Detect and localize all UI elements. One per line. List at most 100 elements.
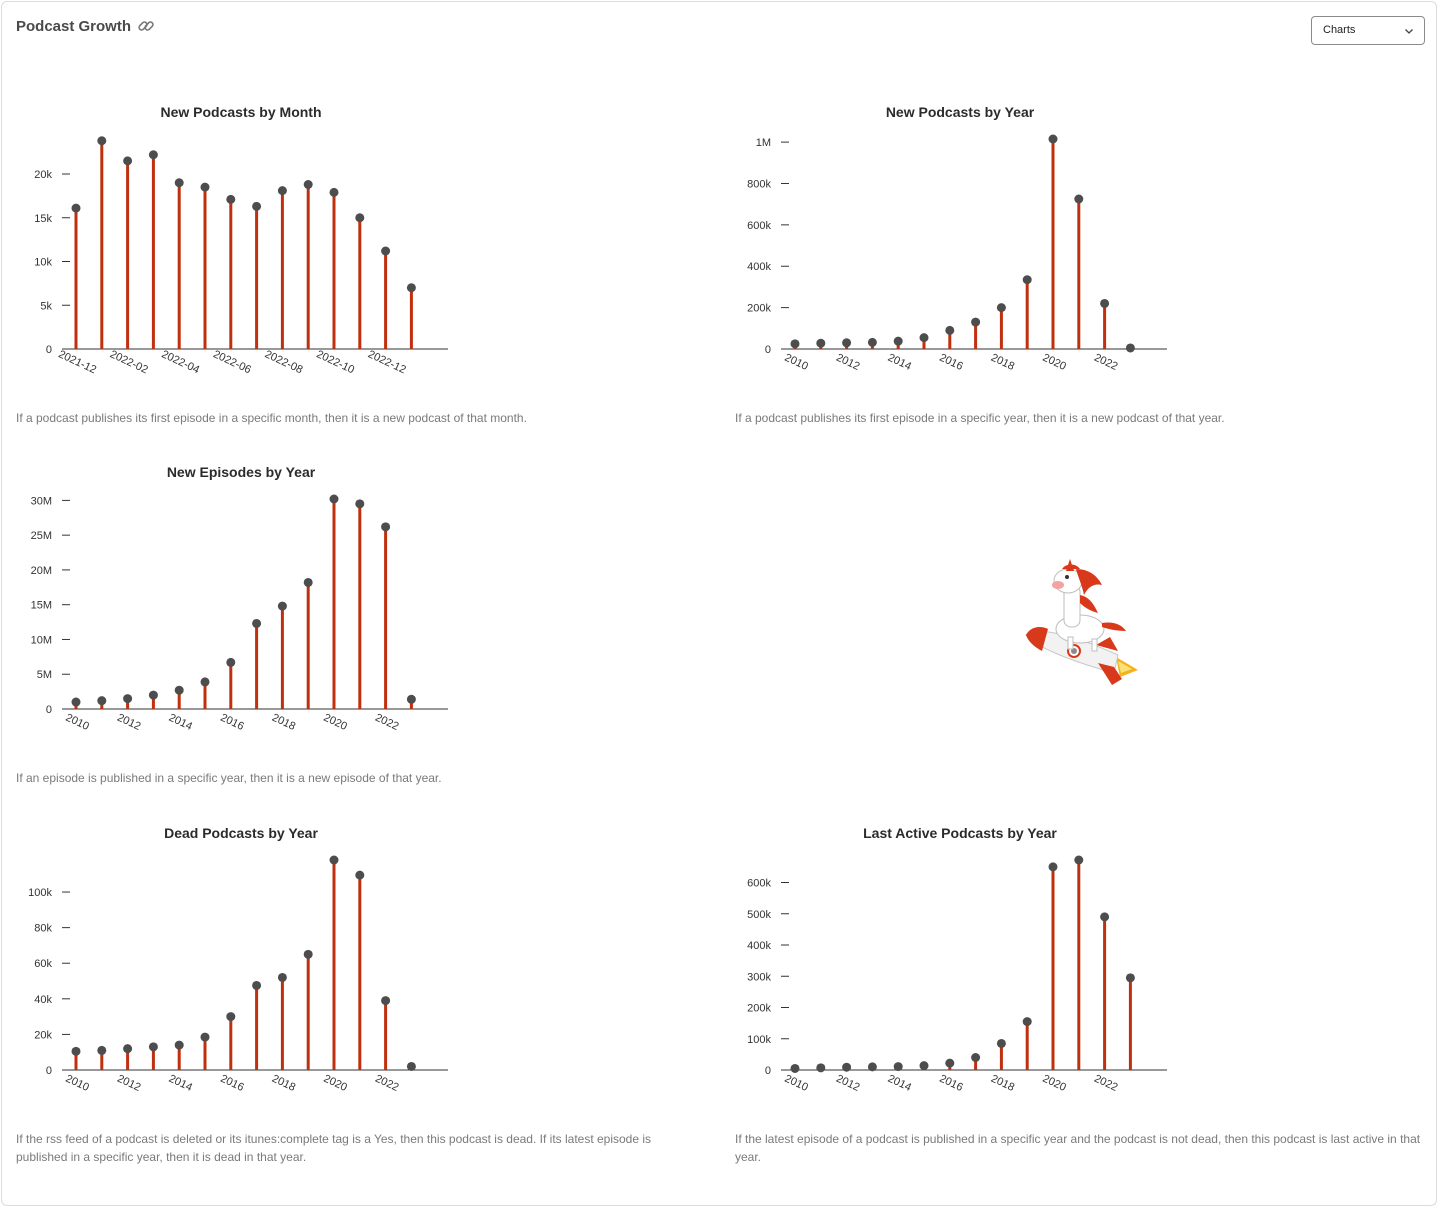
y-tick-label: 5M: [37, 669, 52, 681]
data-point: [123, 694, 133, 704]
x-tick-label: 2022: [373, 712, 400, 733]
y-tick-label: 100k: [28, 887, 52, 899]
data-point: [252, 618, 262, 628]
data-point: [303, 180, 313, 189]
y-tick-label: 300k: [747, 971, 771, 983]
chart-description-last-active-podcasts-year: If the latest episode of a podcast is pu…: [735, 1132, 1421, 1164]
data-point: [406, 283, 416, 293]
link-icon[interactable]: [137, 17, 155, 35]
data-point: [355, 213, 365, 223]
data-point: [893, 1062, 903, 1072]
data-point: [200, 182, 210, 192]
data-point: [1100, 912, 1110, 922]
x-tick-label: 2010: [64, 712, 91, 733]
data-point: [97, 696, 107, 706]
x-tick-label: 2022-06: [211, 348, 253, 376]
data-point: [226, 657, 236, 667]
data-point: [329, 855, 339, 865]
y-tick-label: 15M: [31, 600, 52, 612]
y-tick-label: 0: [46, 344, 52, 356]
x-tick-label: 2016: [937, 352, 964, 373]
chart-title-new-episodes-year: New Episodes by Year: [166, 464, 316, 480]
x-tick-label: 2018: [270, 1073, 297, 1094]
data-point: [842, 1062, 852, 1072]
chart-description-dead-podcasts-year: If the rss feed of a podcast is deleted …: [16, 1132, 652, 1164]
data-point: [355, 870, 365, 880]
data-point: [303, 577, 313, 587]
data-point: [1125, 973, 1135, 983]
x-tick-label: 2020: [1041, 352, 1068, 373]
x-tick-label: 2022-08: [263, 348, 305, 376]
x-tick-label: 2018: [989, 1073, 1016, 1094]
x-tick-label: 2022: [1092, 1073, 1119, 1094]
data-point: [123, 156, 133, 166]
chart-title-new-podcasts-month: New Podcasts by Month: [160, 104, 322, 120]
data-point: [174, 178, 184, 188]
x-tick-label: 2010: [64, 1073, 91, 1094]
data-point: [148, 150, 158, 160]
x-tick-label: 2022-02: [108, 348, 150, 376]
chart-dead-podcasts-by-year: 0 20k 40k 60k 80k 100k 2010 2012 2014 2016 2018 202…: [28, 855, 448, 1094]
data-point: [971, 317, 981, 327]
y-tick-label: 0: [46, 704, 52, 716]
chevron-down-icon: [1405, 29, 1413, 34]
data-point: [174, 685, 184, 695]
data-point: [277, 186, 287, 196]
y-tick-label: 200k: [747, 1003, 771, 1015]
data-point: [329, 494, 339, 504]
chart-last-active-podcasts-by-year: 0 100k 200k 300k 400k 500k 600k 2010 2012 2014 201…: [747, 855, 1167, 1094]
x-tick-label: 2022-12: [366, 348, 408, 376]
data-point: [381, 246, 391, 256]
x-tick-label: 2016: [218, 712, 245, 733]
chart-description-new-podcasts-month: If a podcast publishes its first episode…: [16, 411, 527, 425]
y-tick-label: 400k: [747, 261, 771, 273]
y-tick-label: 0: [46, 1065, 52, 1077]
data-point: [867, 337, 877, 347]
chart-title-last-active-podcasts-year: Last Active Podcasts by Year: [863, 825, 1057, 841]
page-title-text: Podcast Growth: [16, 17, 132, 35]
data-point: [406, 694, 416, 704]
y-tick-label: 500k: [747, 909, 771, 921]
view-select[interactable]: Charts: [1311, 16, 1425, 45]
data-point: [1022, 1017, 1032, 1027]
data-point: [996, 303, 1006, 313]
y-tick-label: 0: [765, 1065, 771, 1077]
y-tick-label: 15k: [34, 213, 52, 225]
data-point: [1125, 343, 1135, 353]
x-tick-label: 2022: [1092, 352, 1119, 373]
data-point: [71, 203, 81, 213]
data-point: [1022, 275, 1032, 285]
data-point: [1048, 862, 1058, 872]
data-point: [790, 1063, 800, 1073]
y-tick-label: 1M: [756, 137, 771, 149]
x-tick-label: 2018: [270, 712, 297, 733]
y-tick-label: 20k: [34, 1029, 52, 1041]
y-tick-label: 60k: [34, 958, 52, 970]
data-point: [97, 1045, 107, 1055]
chart-description-new-podcasts-year: If a podcast publishes its first episode…: [735, 411, 1225, 425]
data-point: [945, 1058, 955, 1068]
llama-rocket-mascot-image: [1025, 559, 1138, 685]
data-point: [329, 187, 339, 197]
data-point: [226, 1012, 236, 1022]
y-tick-label: 600k: [747, 220, 771, 232]
y-tick-label: 200k: [747, 303, 771, 315]
x-tick-label: 2014: [167, 712, 194, 733]
y-tick-label: 600k: [747, 878, 771, 890]
data-point: [996, 1038, 1006, 1048]
x-tick-label: 2022-10: [314, 348, 356, 376]
chart-description-new-episodes-year: If an episode is published in a specific…: [16, 771, 442, 785]
y-tick-label: 40k: [34, 994, 52, 1006]
data-point: [148, 1042, 158, 1052]
data-point: [842, 338, 852, 348]
data-point: [867, 1062, 877, 1072]
data-point: [200, 1032, 210, 1042]
x-tick-label: 2021-12: [56, 348, 98, 376]
data-point: [355, 499, 365, 509]
y-tick-label: 30M: [31, 495, 52, 507]
x-tick-label: 2010: [783, 352, 810, 373]
chart-new-podcasts-by-month: 0 5k 10k 15k 20k 2021-12 2022-02 2022-04 2022-06…: [34, 136, 448, 376]
data-point: [252, 980, 262, 990]
y-tick-label: 800k: [747, 178, 771, 190]
y-tick-label: 10M: [31, 634, 52, 646]
